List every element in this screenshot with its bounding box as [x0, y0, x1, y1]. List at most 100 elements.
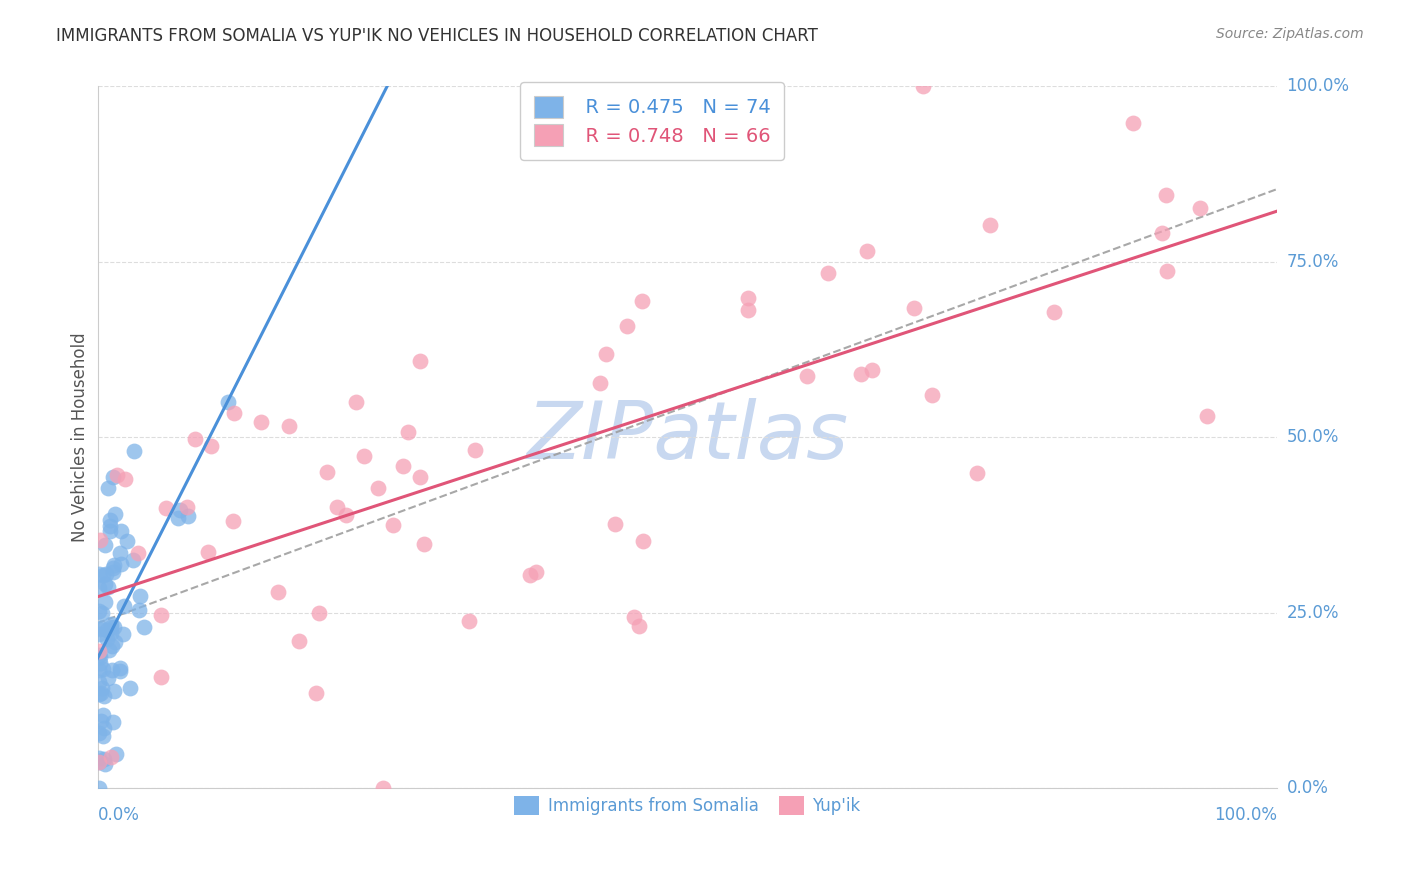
Point [222, 406, 245, 420]
Point [1197, 409, 1219, 423]
Point [1122, 116, 1144, 130]
Text: Source: ZipAtlas.com: Source: ZipAtlas.com [1216, 27, 1364, 41]
Point [392, 458, 415, 473]
Text: 0.0%: 0.0% [97, 805, 139, 824]
Point [112, 627, 135, 641]
Text: 75.0%: 75.0% [1286, 253, 1339, 271]
Point [103, 558, 125, 572]
Point [87, 755, 110, 769]
Point [737, 302, 759, 317]
Text: 25.0%: 25.0% [1286, 604, 1339, 622]
Point [122, 443, 145, 458]
Point [316, 465, 339, 479]
Point [249, 415, 271, 429]
Point [796, 368, 818, 383]
Point [112, 599, 135, 613]
Point [589, 376, 612, 390]
Point [912, 79, 935, 94]
Point [91, 729, 114, 743]
Point [1150, 226, 1173, 240]
Point [104, 635, 127, 649]
Point [1154, 188, 1177, 202]
Point [98, 524, 121, 538]
Point [87, 687, 110, 701]
Point [98, 519, 121, 533]
Point [96, 623, 118, 637]
Point [628, 619, 651, 633]
Point [155, 500, 177, 515]
Point [108, 546, 131, 560]
Y-axis label: No Vehicles in Household: No Vehicles in Household [72, 333, 89, 542]
Point [856, 244, 879, 259]
Point [353, 449, 375, 463]
Point [335, 508, 357, 523]
Point [150, 608, 173, 623]
Point [623, 609, 645, 624]
Point [288, 634, 311, 648]
Point [108, 661, 131, 675]
Point [371, 781, 394, 796]
Point [176, 500, 198, 514]
Text: 0.0%: 0.0% [1286, 780, 1329, 797]
Text: 100.0%: 100.0% [1286, 78, 1350, 95]
Point [96, 632, 118, 647]
Point [110, 524, 132, 539]
Point [100, 620, 122, 634]
Point [91, 662, 114, 676]
Point [87, 581, 110, 595]
Point [103, 565, 125, 579]
Text: IMMIGRANTS FROM SOMALIA VS YUP'IK NO VEHICLES IN HOUSEHOLD CORRELATION CHART: IMMIGRANTS FROM SOMALIA VS YUP'IK NO VEH… [56, 27, 818, 45]
Point [526, 565, 548, 579]
Point [101, 640, 124, 654]
Point [603, 516, 626, 531]
Point [412, 537, 434, 551]
Point [94, 577, 117, 591]
Legend: Immigrants from Somalia, Yup'ik: Immigrants from Somalia, Yup'ik [508, 789, 868, 822]
Point [217, 395, 239, 409]
Point [87, 755, 110, 769]
Point [519, 567, 541, 582]
Point [631, 294, 654, 309]
Point [903, 301, 925, 315]
Point [382, 517, 405, 532]
Point [91, 568, 114, 582]
Point [409, 470, 432, 484]
Point [860, 362, 883, 376]
Point [631, 533, 654, 548]
Point [90, 621, 112, 635]
Point [89, 623, 111, 637]
Point [93, 538, 115, 552]
Point [93, 689, 115, 703]
Point [616, 318, 638, 333]
Point [103, 684, 125, 698]
Point [1189, 201, 1212, 215]
Point [737, 291, 759, 305]
Point [87, 675, 110, 690]
Point [167, 511, 190, 525]
Point [114, 472, 136, 486]
Point [103, 470, 125, 484]
Point [108, 664, 131, 678]
Point [128, 603, 150, 617]
Point [110, 557, 132, 571]
Text: ZIPatlas: ZIPatlas [526, 399, 848, 476]
Point [169, 502, 191, 516]
Point [595, 347, 617, 361]
Point [457, 615, 479, 629]
Point [979, 219, 1001, 233]
Point [817, 266, 839, 280]
Point [107, 468, 129, 483]
Point [127, 546, 149, 560]
Point [396, 425, 419, 440]
Point [87, 648, 110, 662]
Point [104, 507, 127, 521]
Point [98, 642, 121, 657]
Point [90, 686, 112, 700]
Point [115, 534, 138, 549]
Point [278, 419, 301, 434]
Point [87, 567, 110, 582]
Point [100, 626, 122, 640]
Point [326, 500, 349, 515]
Point [89, 533, 111, 547]
Point [101, 561, 124, 575]
